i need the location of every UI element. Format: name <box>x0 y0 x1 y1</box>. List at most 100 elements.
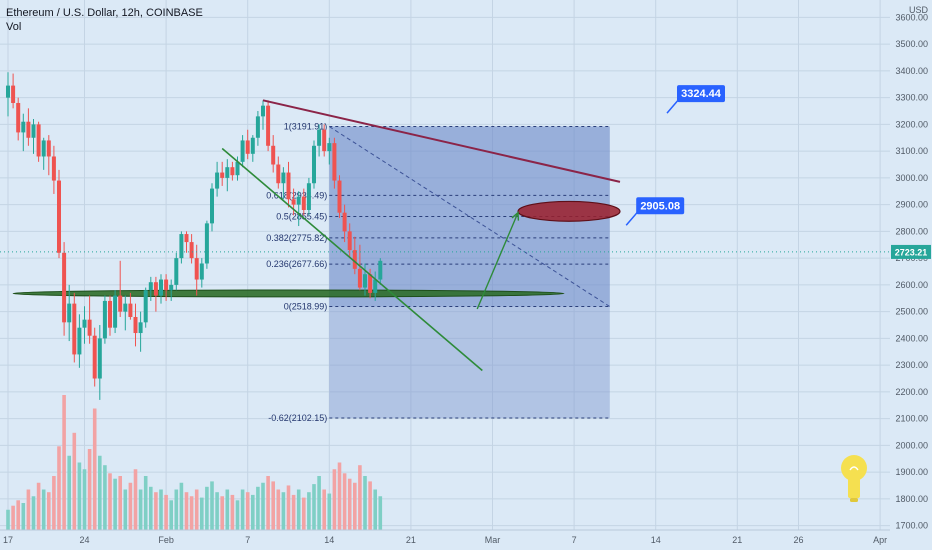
volume-bar <box>87 449 92 530</box>
candle-body <box>245 140 250 154</box>
callout-pointer <box>666 98 680 114</box>
callout-box <box>677 85 725 103</box>
candle-body <box>368 274 373 293</box>
volume-bar <box>347 478 352 530</box>
y-tick-label: 2800.00 <box>895 226 928 236</box>
volume-bar <box>286 485 291 530</box>
volume-bar <box>67 455 71 530</box>
volume-bar <box>302 497 306 530</box>
candle-body <box>378 260 383 280</box>
x-tick-label: 21 <box>406 535 416 545</box>
volume-bar <box>235 500 240 530</box>
volume-bar <box>11 505 15 530</box>
volume-bar <box>317 476 321 530</box>
volume-bar <box>108 473 112 530</box>
candle-body <box>281 172 286 184</box>
candle <box>153 276 158 312</box>
volume-bar <box>215 492 219 530</box>
volume-bar <box>123 489 128 530</box>
candle-body <box>255 116 260 138</box>
y-tick-label: 2100.00 <box>895 414 928 424</box>
x-tick-label: Mar <box>485 535 501 545</box>
candle-body <box>194 258 199 280</box>
candle <box>210 183 214 232</box>
candle <box>337 175 342 219</box>
candle-body <box>215 172 220 189</box>
candle <box>102 295 107 344</box>
candle <box>347 223 352 259</box>
volume-bar <box>266 476 270 530</box>
x-tick-label: 7 <box>572 535 577 545</box>
candle <box>342 204 347 243</box>
volume-bar <box>230 494 235 530</box>
volume-bar <box>245 492 250 530</box>
candle-series <box>6 72 383 400</box>
volume-bar <box>159 489 163 530</box>
volume-bar <box>296 489 301 530</box>
y-tick-label: 3000.00 <box>895 173 928 183</box>
candle-body <box>164 279 169 291</box>
volume-bar <box>368 481 372 530</box>
candle <box>204 220 209 269</box>
candle-body <box>276 164 281 184</box>
x-axis: 17 24 Feb 7 14 21 Mar 7 14 21 26 Apr <box>0 529 890 550</box>
candle <box>108 295 112 336</box>
candle <box>230 161 235 181</box>
fib-level-label: -0.62(2102.15) <box>268 413 327 423</box>
candle <box>327 137 332 165</box>
candle <box>357 244 362 291</box>
candle <box>57 169 61 259</box>
y-tick-label: 2400.00 <box>895 333 928 343</box>
candle <box>286 161 291 208</box>
candle-body <box>72 303 77 355</box>
volume-bar <box>6 509 10 530</box>
volume-bar <box>194 489 199 530</box>
volume-bar <box>57 446 61 530</box>
x-tick-label: 14 <box>651 535 661 545</box>
last-price-tag <box>891 244 931 259</box>
volume-bar <box>256 486 260 530</box>
volume-bar <box>184 492 189 530</box>
candle-body <box>235 161 240 176</box>
candle <box>291 188 296 216</box>
y-axis: USD 1700.00 1800.00 1900.00 2000.00 2100.00 22… <box>890 0 932 550</box>
candle <box>225 159 230 192</box>
candle <box>266 100 271 152</box>
candle <box>332 137 337 189</box>
y-tick-label: 2900.00 <box>895 200 928 210</box>
candle-body <box>220 172 225 178</box>
volume-bar <box>21 503 26 530</box>
downtrend-line <box>262 99 621 183</box>
candle-body <box>62 252 67 323</box>
volume-series <box>6 395 383 530</box>
candle-body <box>230 167 235 176</box>
y-tick-label: 3300.00 <box>895 93 928 103</box>
projection-arrow-head <box>511 211 520 221</box>
candle-body <box>352 250 357 269</box>
candle-body <box>291 199 296 205</box>
candle <box>240 135 245 168</box>
candle-body <box>82 319 87 328</box>
volume-bar <box>128 482 133 530</box>
candle-body <box>67 303 72 323</box>
candle <box>11 73 16 109</box>
candle-body <box>16 102 21 133</box>
candle-body <box>133 316 138 334</box>
volume-bar <box>82 469 87 530</box>
candle <box>26 108 31 146</box>
volume-bar <box>36 482 41 530</box>
volume-bar <box>363 476 367 530</box>
candle <box>281 167 286 200</box>
volume-bar <box>189 496 194 530</box>
volume-bar <box>210 481 214 530</box>
candle-body <box>286 172 291 200</box>
candle-body <box>169 284 174 291</box>
y-tick-label: 1800.00 <box>895 494 928 504</box>
candle-body <box>77 327 82 355</box>
volume-bar <box>103 465 107 530</box>
volume-bar <box>337 462 342 530</box>
candle <box>164 274 169 301</box>
